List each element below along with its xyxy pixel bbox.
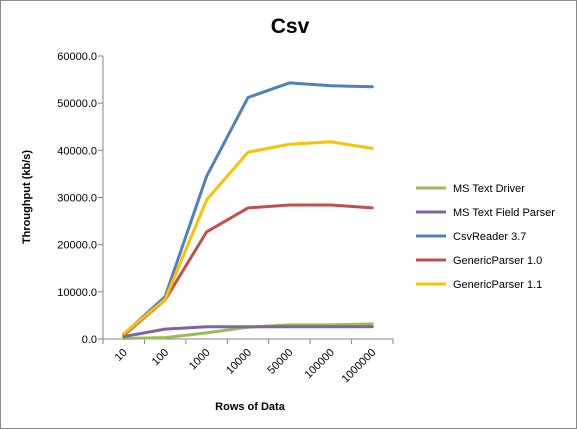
legend-label: MS Text Field Parser [453,207,555,219]
legend-label: MS Text Driver [453,183,525,195]
x-axis-title: Rows of Data [215,401,286,413]
legend-item: MS Text Field Parser [416,207,555,219]
y-tick-label: 50000.0 [57,98,97,110]
series-line [122,203,374,337]
y-tick-label: 0.0 [82,334,97,346]
x-tick-label: 10000 [224,347,254,377]
legend-item: MS Text Driver [416,183,525,195]
x-tick-label: 100 [150,347,171,368]
x-tick-label: 1000000 [340,347,379,386]
y-axis: 0.0 10000.0 20000.0 30000.0 40000.0 50000.0 60… [57,51,104,346]
series-line [122,325,374,339]
y-tick-label: 60000.0 [57,51,97,63]
legend-label: GenericParser 1.1 [453,279,542,291]
y-tick-label: 40000.0 [57,145,97,157]
x-tick-label: 1000 [187,347,213,373]
legend: MS Text Driver MS Text Field Parser CsvRea… [416,183,555,291]
x-tick-label: 50000 [265,347,295,377]
legend-item: GenericParser 1.1 [416,279,542,291]
y-tick-label: 20000.0 [57,240,97,252]
x-axis: 10 100 1000 10000 50000 100000 1000000 [102,338,394,386]
y-tick-label: 30000.0 [57,193,97,205]
x-tick-label: 100000 [303,347,337,381]
series-line [122,140,374,336]
y-tick-label: 10000.0 [57,287,97,299]
chart-title: Csv [271,15,310,38]
legend-item: GenericParser 1.0 [416,255,542,267]
y-axis-title: Throughput (kb/s) [21,150,33,244]
x-tick-label: 10 [113,347,130,364]
series-lines [122,81,374,340]
legend-item: CsvReader 3.7 [416,231,526,243]
legend-label: CsvReader 3.7 [453,231,526,243]
legend-label: GenericParser 1.0 [453,255,542,267]
